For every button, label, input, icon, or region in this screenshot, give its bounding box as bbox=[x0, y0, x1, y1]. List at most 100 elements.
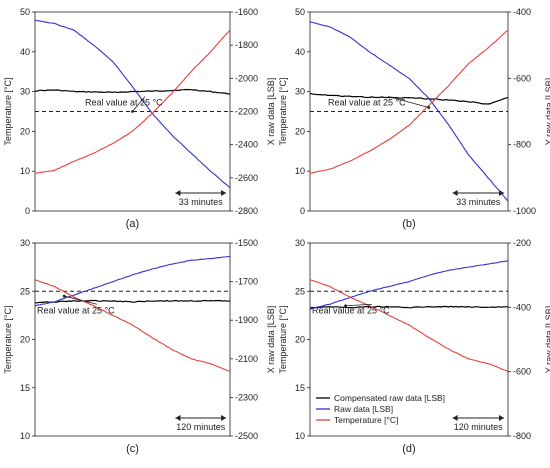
annotation-arrow bbox=[64, 295, 98, 305]
left-tick-label: 50 bbox=[20, 7, 30, 17]
annotation-label: Real value at 25 °C bbox=[312, 305, 390, 315]
scale-bar-arrow-right bbox=[221, 190, 227, 196]
left-tick-label: 10 bbox=[20, 166, 30, 176]
right-axis-label: X raw data [LSB] bbox=[266, 78, 276, 146]
right-tick-label: -2800 bbox=[235, 206, 258, 216]
left-tick-label: 20 bbox=[20, 335, 30, 345]
right-tick-label: -1700 bbox=[235, 277, 258, 287]
left-tick-label: 40 bbox=[20, 47, 30, 57]
annotation-arrow-head bbox=[62, 294, 66, 298]
series-line bbox=[34, 279, 231, 372]
left-tick-label: 30 bbox=[295, 238, 305, 248]
left-tick-label: 20 bbox=[20, 126, 30, 136]
annotation-arrow-head bbox=[427, 106, 431, 109]
annotation-arrow-head bbox=[344, 304, 348, 308]
scale-bar-label: 120 minutes bbox=[176, 422, 226, 432]
left-tick-label: 25 bbox=[295, 286, 305, 296]
series-line bbox=[309, 260, 509, 310]
right-tick-label: -600 bbox=[513, 73, 531, 83]
right-tick-label: -400 bbox=[513, 7, 531, 17]
legend-entry: Raw data [LSB] bbox=[334, 404, 393, 414]
right-tick-label: -1000 bbox=[513, 206, 536, 216]
right-axis-label: Y raw data [LSB] bbox=[544, 78, 550, 145]
left-axis-label: Temperature [°C] bbox=[278, 305, 288, 373]
left-tick-label: 30 bbox=[20, 238, 30, 248]
series-line bbox=[34, 19, 231, 189]
series-line bbox=[34, 29, 231, 174]
annotation-arrow bbox=[345, 303, 373, 307]
annotation-arrow bbox=[132, 96, 146, 112]
scale-bar-arrow-left bbox=[452, 415, 458, 421]
annotation-label: Real value at 25 °C bbox=[328, 98, 406, 108]
left-tick-label: 15 bbox=[295, 383, 305, 393]
series-line bbox=[309, 21, 509, 202]
left-tick-label: 20 bbox=[295, 126, 305, 136]
panel-4: 10 15 20 25 30 -800 -600 -400 -200 Temperature [°… bbox=[278, 238, 550, 455]
panel-2: 0 10 20 30 40 50 -1000 -800 -600 -400 Temperature … bbox=[278, 7, 550, 230]
left-tick-label: 0 bbox=[300, 206, 305, 216]
panel-3: 10 15 20 25 30 -2500 -2300 -2100 -1900 -1700 -1500… bbox=[3, 238, 276, 455]
right-tick-label: -1600 bbox=[235, 7, 258, 17]
scale-bar-label: 33 minutes bbox=[456, 197, 501, 207]
right-tick-label: -2300 bbox=[235, 392, 258, 402]
right-tick-label: -400 bbox=[513, 302, 531, 312]
scale-bar-arrow-right bbox=[499, 415, 505, 421]
left-tick-label: 20 bbox=[295, 335, 305, 345]
right-tick-label: -600 bbox=[513, 367, 531, 377]
left-axis-label: Temperature [°C] bbox=[3, 305, 13, 373]
left-tick-label: 30 bbox=[20, 87, 30, 97]
right-axis-label: Y raw data [LSB] bbox=[544, 306, 550, 373]
left-tick-label: 0 bbox=[25, 206, 30, 216]
scale-bar-arrow-left bbox=[452, 190, 458, 196]
legend-entry: Compensated raw data [LSB] bbox=[334, 393, 445, 403]
right-tick-label: -2600 bbox=[235, 173, 258, 183]
annotation-arrow bbox=[387, 96, 429, 108]
panel-label: (a) bbox=[126, 218, 139, 230]
left-tick-label: 10 bbox=[295, 166, 305, 176]
scale-bar-arrow-right bbox=[221, 415, 227, 421]
scale-bar-arrow-right bbox=[499, 190, 505, 196]
left-axis-label: Temperature [°C] bbox=[278, 77, 288, 145]
right-tick-label: -200 bbox=[513, 238, 531, 248]
left-tick-label: 25 bbox=[20, 286, 30, 296]
right-tick-label: -1500 bbox=[235, 238, 258, 248]
scale-bar-label: 120 minutes bbox=[454, 422, 504, 432]
legend-entry: Temperature [°C] bbox=[334, 415, 398, 425]
panel-label: (b) bbox=[402, 218, 415, 230]
left-axis-label: Temperature [°C] bbox=[3, 77, 13, 145]
left-tick-label: 40 bbox=[295, 47, 305, 57]
series-line bbox=[34, 255, 231, 307]
annotation-arrow-head bbox=[131, 110, 134, 113]
right-tick-label: -1900 bbox=[235, 315, 258, 325]
right-tick-label: -2400 bbox=[235, 140, 258, 150]
annotation-label: Real value at 25 °C bbox=[85, 98, 163, 108]
scale-bar-arrow-left bbox=[175, 190, 181, 196]
scale-bar-arrow-left bbox=[175, 415, 181, 421]
right-tick-label: -1800 bbox=[235, 40, 258, 50]
series-line bbox=[309, 279, 509, 372]
scale-bar-label: 33 minutes bbox=[179, 197, 224, 207]
right-tick-label: -800 bbox=[513, 140, 531, 150]
right-tick-label: -2000 bbox=[235, 73, 258, 83]
panel-label: (d) bbox=[402, 443, 415, 455]
right-tick-label: -800 bbox=[513, 431, 531, 441]
plot-frame bbox=[34, 242, 231, 437]
right-tick-label: -2500 bbox=[235, 431, 258, 441]
left-tick-label: 15 bbox=[20, 383, 30, 393]
series-line bbox=[309, 92, 509, 105]
right-tick-label: -2100 bbox=[235, 354, 258, 364]
series-line bbox=[309, 29, 509, 174]
series-line bbox=[309, 305, 509, 309]
right-axis-label: X raw data [LSB] bbox=[266, 306, 276, 374]
series-line bbox=[34, 88, 231, 95]
right-tick-label: -2200 bbox=[235, 107, 258, 117]
panel-1: 0 10 20 30 40 50 -2800 -2600 -2400 -2200 -2000 -180… bbox=[3, 7, 276, 230]
annotation-label: Real value at 25 °C bbox=[37, 305, 115, 315]
series-line bbox=[35, 299, 231, 304]
left-tick-label: 10 bbox=[20, 431, 30, 441]
left-tick-label: 10 bbox=[295, 431, 305, 441]
left-tick-label: 30 bbox=[295, 87, 305, 97]
left-tick-label: 50 bbox=[295, 7, 305, 17]
